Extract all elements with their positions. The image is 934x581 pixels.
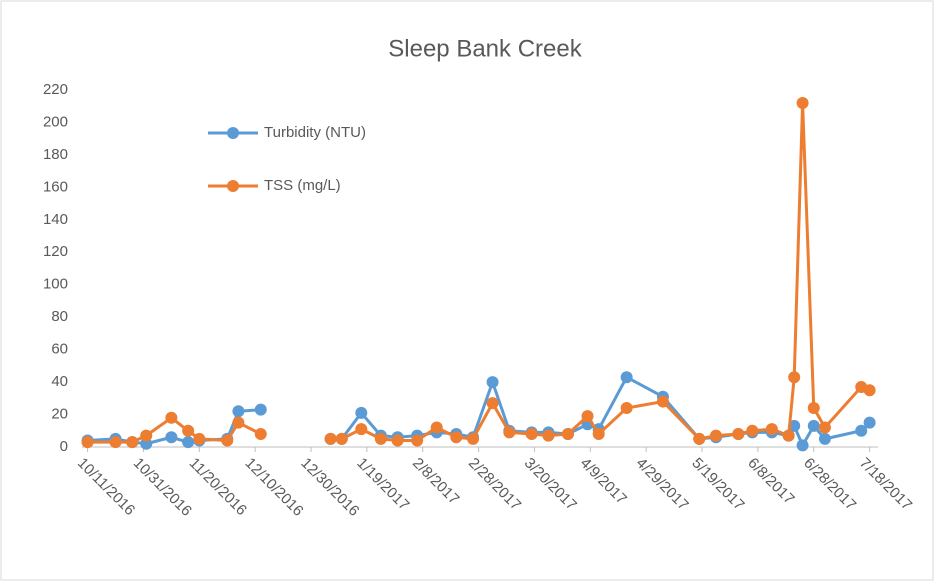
series-marker	[592, 428, 605, 441]
series-marker	[818, 432, 831, 445]
series-marker	[193, 432, 206, 445]
series-marker	[693, 432, 706, 445]
series-marker	[335, 432, 348, 445]
y-tick-label: 120	[43, 243, 68, 260]
series-marker	[807, 402, 820, 415]
y-tick-label: 60	[51, 341, 68, 358]
series-marker	[221, 434, 234, 447]
series-marker	[254, 428, 267, 441]
legend-label: Turbidity (NTU)	[264, 124, 366, 141]
series-marker	[355, 423, 368, 436]
y-tick-label: 100	[43, 276, 68, 293]
series-marker	[232, 416, 245, 429]
series-marker	[765, 423, 778, 436]
series-marker	[81, 436, 94, 449]
series-marker	[182, 424, 195, 437]
y-tick-label: 80	[51, 308, 68, 325]
series-marker	[430, 421, 443, 434]
series-marker	[467, 432, 480, 445]
series-marker	[788, 371, 801, 384]
series-marker	[109, 436, 122, 449]
series-marker	[561, 428, 574, 441]
series-marker	[796, 439, 809, 452]
series-marker	[411, 434, 424, 447]
legend-marker	[227, 180, 239, 192]
series-marker	[232, 405, 245, 418]
series-marker	[855, 424, 868, 437]
series-marker	[165, 431, 178, 444]
series-marker	[182, 436, 195, 449]
series-marker	[503, 426, 516, 439]
series-marker	[486, 397, 499, 410]
series-marker	[796, 96, 809, 109]
chart-title: Sleep Bank Creek	[388, 35, 582, 62]
series-marker	[863, 416, 876, 429]
y-tick-label: 0	[60, 438, 68, 455]
y-tick-label: 180	[43, 146, 68, 163]
series-marker	[126, 436, 139, 449]
series-marker	[486, 376, 499, 389]
series-marker	[525, 428, 538, 441]
y-tick-label: 220	[43, 81, 68, 98]
series-marker	[391, 434, 404, 447]
series-marker	[165, 411, 178, 424]
series-marker	[863, 384, 876, 397]
series-marker	[450, 431, 463, 444]
series-marker	[746, 424, 759, 437]
series-marker	[581, 410, 594, 423]
series-marker	[620, 402, 633, 415]
legend-label: TSS (mg/L)	[264, 177, 341, 194]
series-marker	[710, 429, 723, 442]
series-marker	[782, 429, 795, 442]
series-marker	[542, 429, 555, 442]
series-marker	[140, 429, 153, 442]
series-marker	[656, 395, 669, 408]
series-marker	[374, 432, 387, 445]
series-marker	[620, 371, 633, 384]
series-marker	[807, 419, 820, 432]
series-marker	[355, 406, 368, 419]
y-tick-label: 140	[43, 211, 68, 228]
series-marker	[732, 428, 745, 441]
y-tick-label: 40	[51, 373, 68, 390]
y-tick-label: 20	[51, 406, 68, 423]
legend-marker	[227, 127, 239, 139]
y-tick-label: 200	[43, 113, 68, 130]
series-marker	[324, 432, 337, 445]
series-marker	[818, 421, 831, 434]
y-tick-label: 160	[43, 178, 68, 195]
series-marker	[254, 403, 267, 416]
